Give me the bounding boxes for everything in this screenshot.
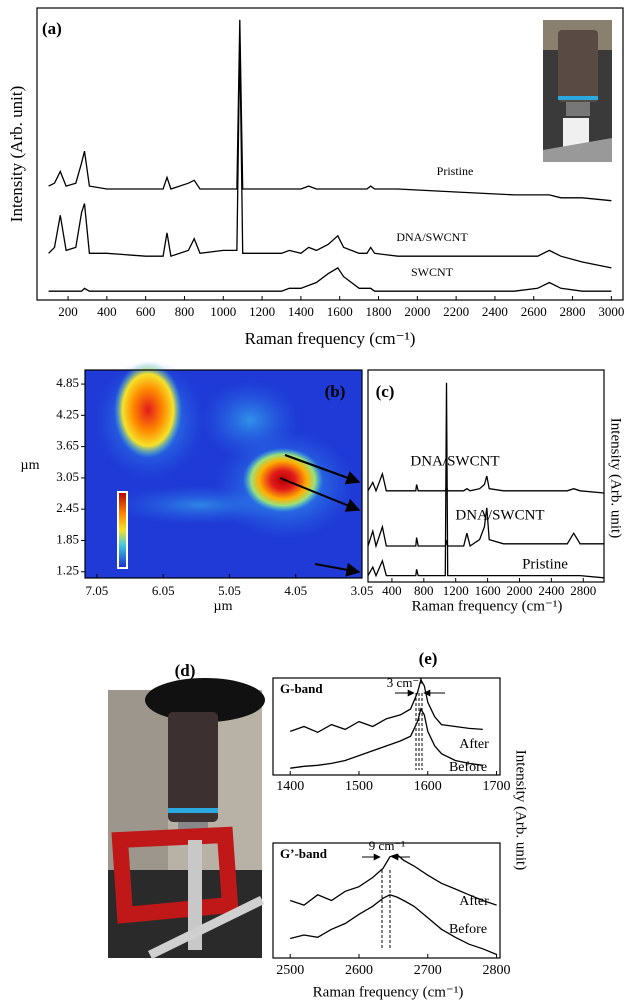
series-label: SWCNT bbox=[411, 265, 454, 279]
plot-frame bbox=[367, 369, 605, 583]
series-label: After bbox=[459, 894, 489, 909]
panel-label: (e) bbox=[419, 649, 438, 668]
x-tick-label: 3.05 bbox=[351, 583, 374, 598]
raman-map bbox=[85, 360, 362, 578]
x-tick-label: 800 bbox=[175, 304, 195, 319]
x-tick-label: 400 bbox=[97, 304, 117, 319]
spectrum-line bbox=[367, 507, 604, 549]
band-label: G-band bbox=[280, 681, 323, 696]
x-tick-label: 2800 bbox=[483, 963, 511, 978]
inset-photo bbox=[543, 20, 612, 162]
x-tick-label: 2000 bbox=[404, 304, 430, 319]
series-label: Pristine bbox=[522, 556, 568, 572]
spectrum-line bbox=[290, 707, 483, 769]
x-tick-label: 2600 bbox=[521, 304, 547, 319]
x-tick-label: 3000 bbox=[598, 304, 624, 319]
x-axis-label: Raman frequency (cm⁻¹) bbox=[313, 984, 464, 1000]
x-tick-label: 1000 bbox=[210, 304, 236, 319]
x-tick-label: 2000 bbox=[506, 583, 532, 598]
plot-frame bbox=[36, 7, 624, 301]
band-label: G’-band bbox=[280, 846, 328, 861]
shift-label: 3 cm⁻¹ bbox=[387, 675, 423, 690]
series-label: DNA/SWCNT bbox=[396, 230, 468, 244]
spectrum-line bbox=[367, 382, 605, 579]
panel-label: (a) bbox=[42, 19, 62, 38]
x-tick-label: 1200 bbox=[249, 304, 275, 319]
x-tick-label: 400 bbox=[382, 583, 402, 598]
x-tick-label: 800 bbox=[414, 583, 434, 598]
spectrum-line bbox=[290, 894, 497, 956]
x-tick-label: 1600 bbox=[475, 583, 501, 598]
x-axis-label: µm bbox=[214, 599, 233, 614]
x-tick-label: 1800 bbox=[366, 304, 392, 319]
shift-markers bbox=[362, 689, 445, 950]
series-label: After bbox=[459, 737, 489, 752]
y-tick-label: 2.45 bbox=[56, 500, 79, 515]
plot-frame bbox=[84, 369, 363, 579]
plot-frame bbox=[272, 842, 501, 959]
x-tick-label: 1200 bbox=[443, 583, 469, 598]
y-tick-label: 4.85 bbox=[56, 375, 79, 390]
plot-frame bbox=[272, 677, 501, 776]
y-tick-label: 1.85 bbox=[56, 531, 79, 546]
spectrum-line bbox=[48, 19, 612, 202]
spectrum-line bbox=[289, 678, 483, 734]
x-tick-label: 2800 bbox=[560, 304, 586, 319]
panel-label: (d) bbox=[175, 661, 196, 680]
x-tick-label: 4.05 bbox=[284, 583, 307, 598]
y-axis-label: Intensity (Arb. unit) bbox=[7, 86, 26, 222]
x-tick-label: 600 bbox=[136, 304, 156, 319]
spectrum-line bbox=[289, 853, 497, 906]
series-label: Before bbox=[449, 760, 487, 775]
x-tick-label: 1500 bbox=[345, 779, 373, 794]
x-tick-label: 2700 bbox=[414, 963, 442, 978]
x-tick-label: 7.05 bbox=[86, 583, 109, 598]
x-tick-label: 200 bbox=[58, 304, 78, 319]
x-axis-label: Raman frequency (cm⁻¹) bbox=[412, 598, 563, 614]
clamp-photo bbox=[108, 678, 265, 960]
x-tick-label: 1600 bbox=[414, 779, 442, 794]
x-tick-label: 1700 bbox=[483, 779, 511, 794]
y-tick-label: 3.05 bbox=[56, 469, 79, 484]
shift-label: 9 cm⁻¹ bbox=[369, 838, 405, 853]
x-tick-label: 2500 bbox=[276, 963, 304, 978]
x-axis-label: Raman frequency (cm⁻¹) bbox=[245, 329, 416, 348]
spectrum-line bbox=[48, 40, 612, 269]
x-tick-label: 6.05 bbox=[152, 583, 175, 598]
y-tick-label: 4.25 bbox=[56, 406, 79, 421]
y-axis-label: Intensity (Arb. unit) bbox=[513, 750, 529, 870]
spectrum-line bbox=[48, 267, 612, 292]
panel-label: (b) bbox=[325, 382, 346, 401]
y-tick-label: 3.65 bbox=[56, 438, 79, 453]
y-axis-label: Intensity (Arb. unit) bbox=[608, 418, 624, 538]
x-tick-label: 1400 bbox=[276, 779, 304, 794]
series-label: Before bbox=[449, 922, 487, 937]
panel-label: (c) bbox=[376, 382, 395, 401]
spectrum-line bbox=[367, 471, 605, 494]
x-tick-label: 2800 bbox=[570, 583, 596, 598]
x-tick-label: 5.05 bbox=[218, 583, 241, 598]
x-tick-label: 2600 bbox=[345, 963, 373, 978]
x-tick-label: 2400 bbox=[482, 304, 508, 319]
series-label: DNA/SWCNT bbox=[410, 453, 499, 469]
y-axis-label: µm bbox=[21, 458, 40, 473]
x-tick-label: 2400 bbox=[538, 583, 564, 598]
x-tick-label: 1600 bbox=[327, 304, 353, 319]
x-tick-label: 2200 bbox=[443, 304, 469, 319]
series-label: DNA/SWCNT bbox=[455, 507, 544, 523]
series-label: Pristine bbox=[437, 164, 474, 178]
x-tick-label: 1400 bbox=[288, 304, 314, 319]
y-tick-label: 1.25 bbox=[56, 563, 79, 578]
